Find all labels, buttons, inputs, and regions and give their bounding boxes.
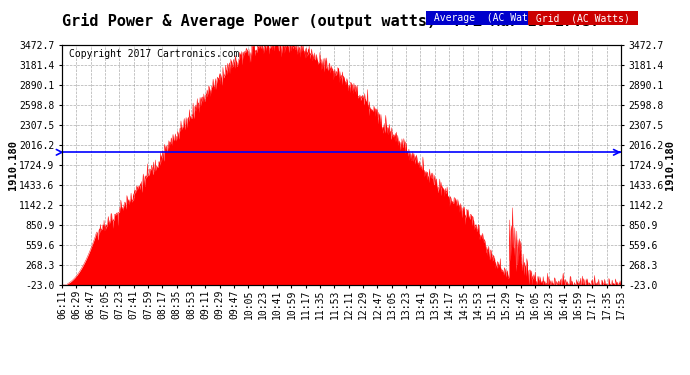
Text: Copyright 2017 Cartronics.com: Copyright 2017 Cartronics.com — [69, 49, 239, 59]
Y-axis label: 1910.180: 1910.180 — [665, 140, 676, 190]
Y-axis label: 1910.180: 1910.180 — [8, 140, 18, 190]
Text: Average  (AC Watts): Average (AC Watts) — [428, 13, 551, 23]
Text: Grid Power & Average Power (output watts)  Fri Mar 10 17:57: Grid Power & Average Power (output watts… — [62, 13, 600, 29]
Text: Grid  (AC Watts): Grid (AC Watts) — [530, 13, 635, 23]
